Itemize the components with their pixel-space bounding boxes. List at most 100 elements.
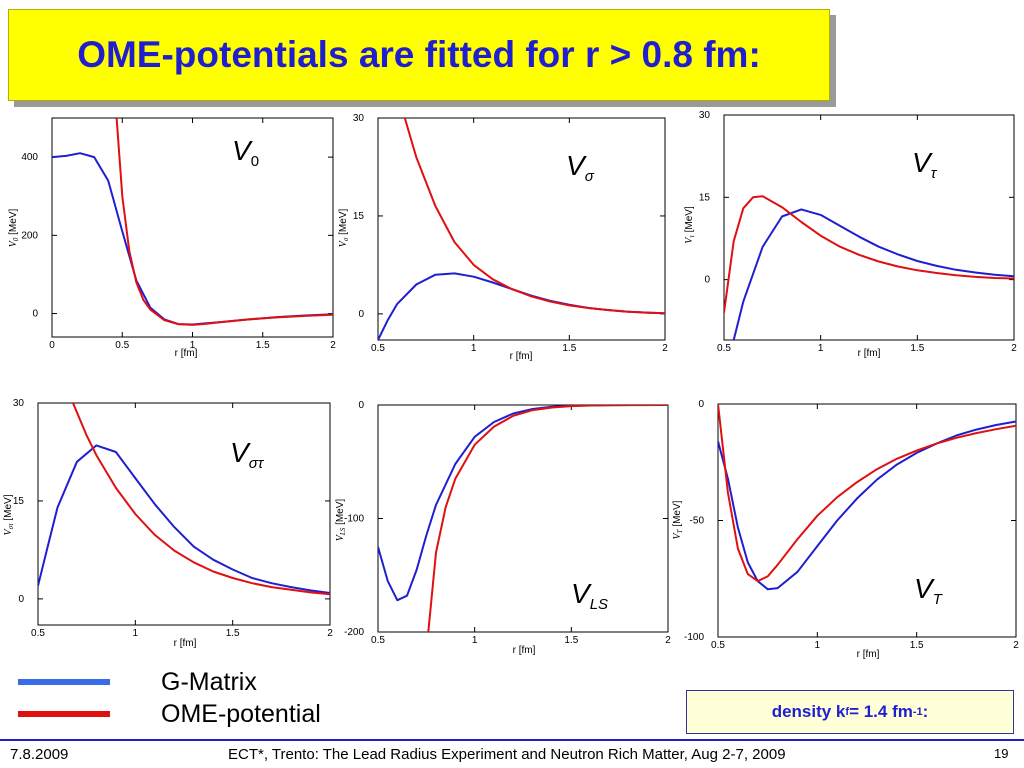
- x-tick-label: 2: [1013, 640, 1019, 651]
- y-tick-label: 30: [353, 113, 365, 124]
- y-axis-label: Vτ [MeV]: [684, 206, 696, 244]
- x-axis-label: r [fm]: [857, 649, 880, 660]
- y-tick-label: 30: [699, 110, 711, 121]
- x-tick-label: 2: [330, 340, 336, 351]
- chart-panel-6: 0.5 1 1.5 2 -100 -50 0 r [fm] VT [MeV] VT: [672, 399, 1019, 660]
- y-tick-label: -50: [690, 516, 705, 527]
- chart-panel-3: 0.5 1 1.5 2 0 15 30 r [fm] Vτ [MeV] Vτ: [684, 110, 1017, 359]
- x-tick-label: 1: [133, 628, 139, 639]
- x-tick-label: 0.5: [371, 635, 385, 646]
- x-tick-label: 1: [815, 640, 821, 651]
- x-tick-label: 2: [1011, 343, 1017, 354]
- y-tick-label: 0: [32, 309, 38, 320]
- series-line-ome: [718, 404, 1016, 583]
- x-tick-label: 1: [818, 343, 824, 354]
- x-axis-label: r [fm]: [174, 638, 197, 649]
- x-tick-label: 0.5: [371, 343, 385, 354]
- density-suffix: :: [922, 702, 929, 721]
- plot-frame: [717, 403, 1017, 638]
- y-tick-label: 30: [13, 398, 25, 409]
- panel-label: Vτ: [912, 147, 938, 182]
- y-tick-label: 15: [353, 211, 365, 222]
- y-tick-label: -100: [684, 632, 704, 643]
- y-tick-label: 0: [698, 399, 704, 410]
- y-axis-label: V0 [MeV]: [8, 209, 20, 248]
- footer-page-number: 19: [994, 746, 1009, 761]
- legend-label-g-matrix: G-Matrix: [161, 668, 257, 696]
- series-line-g-matrix: [732, 208, 1014, 340]
- x-tick-label: 1.5: [910, 343, 924, 354]
- chart-panel-4: 0.5 1 1.5 2 0 15 30 r [fm] Vστ [MeV] Vστ: [3, 398, 333, 649]
- x-tick-label: 1.5: [226, 628, 240, 639]
- x-axis-label: r [fm]: [510, 351, 533, 362]
- series-line-ome: [724, 195, 1014, 313]
- density-prefix: density k: [771, 702, 846, 721]
- y-tick-label: 200: [21, 230, 38, 241]
- density-sup: -1: [912, 706, 923, 718]
- plot-frame: [377, 404, 669, 633]
- series-line-g-matrix: [38, 444, 330, 594]
- x-axis-label: r [fm]: [858, 348, 881, 359]
- x-tick-label: 0.5: [31, 628, 45, 639]
- x-axis-label: r [fm]: [175, 348, 198, 359]
- y-axis-label: Vστ [MeV]: [3, 494, 15, 535]
- series-line-g-matrix: [718, 420, 1016, 591]
- x-axis-label: r [fm]: [513, 645, 536, 656]
- y-tick-label: 0: [704, 275, 710, 286]
- panel-label: V0: [232, 135, 259, 170]
- density-mid: = 1.4 fm: [849, 702, 913, 721]
- y-tick-label: 0: [358, 400, 364, 411]
- footer-rule: [0, 739, 1024, 741]
- series-line-ome: [427, 405, 668, 632]
- chart-panel-1: 0 0.5 1 1.5 2 0 200 400 r [fm] V0 [MeV] V0: [8, 117, 336, 359]
- x-tick-label: 1.5: [256, 340, 270, 351]
- x-tick-label: 1: [471, 343, 477, 354]
- y-tick-label: 400: [21, 152, 38, 163]
- chart-panel-2: 0.5 1 1.5 2 0 15 30 r [fm] Vσ [MeV] Vσ: [338, 113, 668, 362]
- x-tick-label: 1.5: [910, 640, 924, 651]
- y-tick-label: -200: [344, 627, 364, 638]
- series-line-ome: [403, 118, 665, 315]
- panel-label: VLS: [571, 578, 608, 613]
- legend-swatch-ome: [18, 711, 110, 717]
- y-axis-label: VLS [MeV]: [335, 499, 347, 542]
- y-axis-label: VT [MeV]: [672, 500, 684, 539]
- footer-center: ECT*, Trento: The Lead Radius Experiment…: [228, 746, 786, 763]
- plot-frame: [51, 117, 334, 338]
- panel-label: Vσ: [566, 150, 595, 185]
- x-tick-label: 0.5: [717, 343, 731, 354]
- y-axis-label: Vσ [MeV]: [338, 209, 350, 248]
- plot-frame: [723, 114, 1015, 341]
- panel-label: Vστ: [230, 437, 265, 472]
- x-tick-label: 1.5: [562, 343, 576, 354]
- x-tick-label: 2: [665, 635, 671, 646]
- x-tick-label: 0: [49, 340, 55, 351]
- plot-frame: [377, 117, 666, 341]
- series-line-ome: [115, 118, 333, 326]
- x-tick-label: 0.5: [115, 340, 129, 351]
- panel-label: VT: [914, 573, 944, 608]
- series-line-g-matrix: [52, 152, 333, 326]
- footer-date: 7.8.2009: [10, 746, 69, 763]
- y-tick-label: 0: [358, 309, 364, 320]
- x-tick-label: 0.5: [711, 640, 725, 651]
- series-line-ome: [72, 403, 330, 596]
- series-line-g-matrix: [378, 272, 665, 340]
- x-tick-label: 1: [190, 340, 196, 351]
- density-sub: f: [845, 706, 850, 718]
- chart-panel-5: 0.5 1 1.5 2 -200 -100 0 r [fm] VLS [MeV] VLS: [335, 400, 671, 656]
- y-tick-label: -100: [344, 514, 364, 525]
- legend-swatch-g-matrix: [18, 679, 110, 685]
- series-line-g-matrix: [378, 405, 668, 602]
- legend-label-ome: OME-potential: [161, 700, 321, 728]
- y-tick-label: 15: [13, 496, 25, 507]
- x-tick-label: 2: [662, 343, 668, 354]
- page-title: OME-potentials are fitted for r > 0.8 fm…: [77, 34, 761, 75]
- y-tick-label: 0: [18, 594, 24, 605]
- x-tick-label: 1: [472, 635, 478, 646]
- x-tick-label: 1.5: [564, 635, 578, 646]
- x-tick-label: 2: [327, 628, 333, 639]
- plot-frame: [37, 402, 331, 626]
